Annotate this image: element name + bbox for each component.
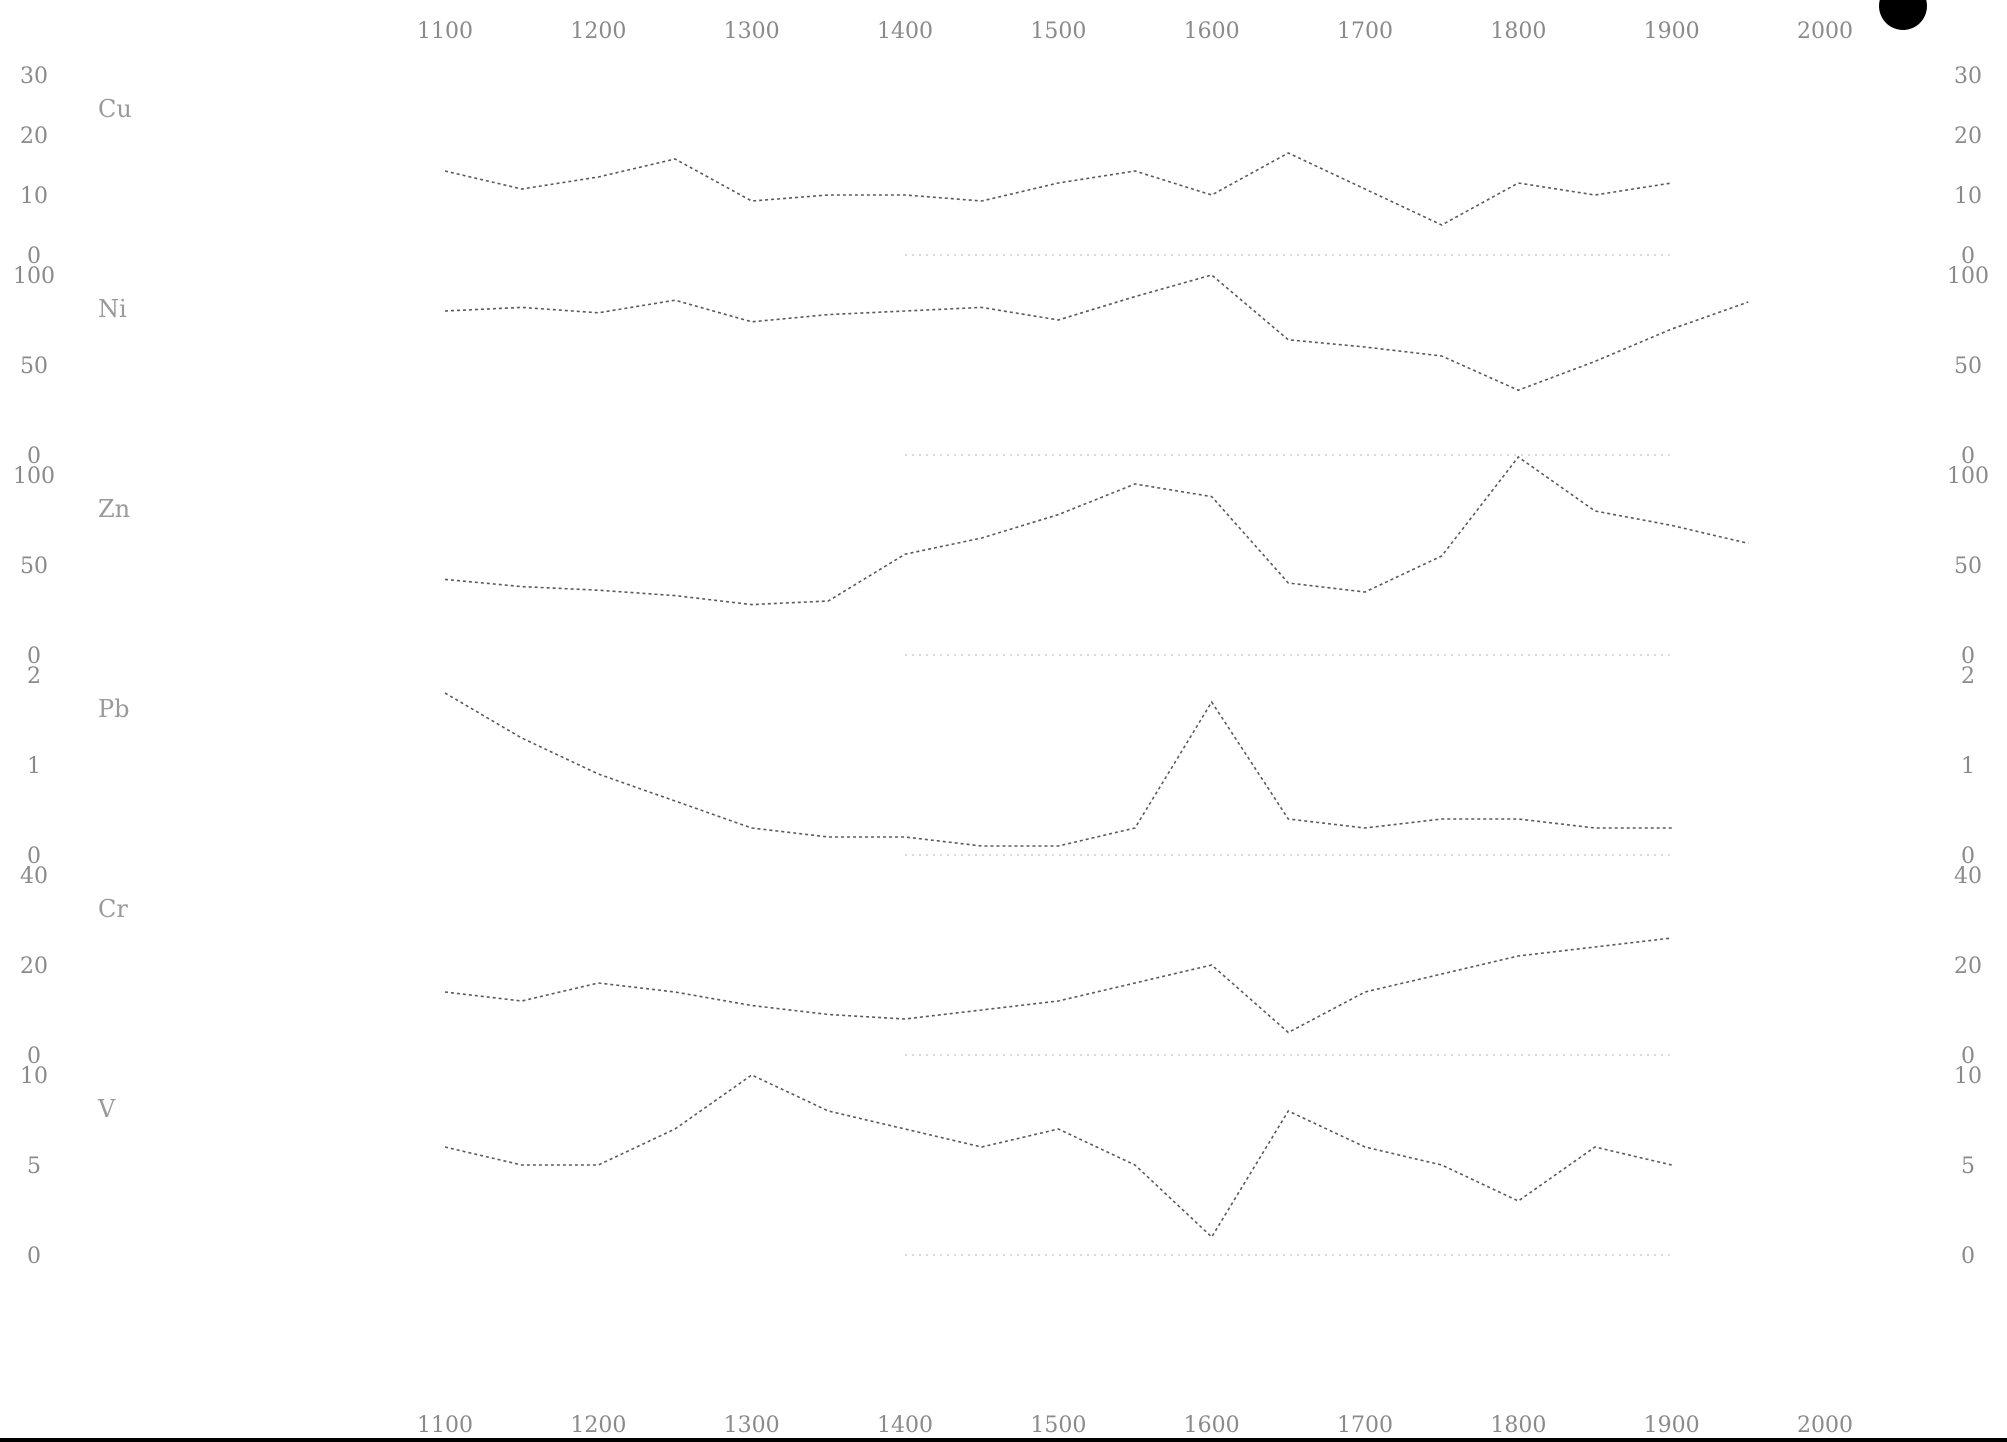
x-tick-label-bottom: 2000 bbox=[1797, 1413, 1853, 1438]
series-line-v bbox=[444, 1074, 1672, 1239]
x-tick-label-top: 1700 bbox=[1337, 19, 1393, 44]
panel-zn: Zn 0 0 50 50 100 100 bbox=[13, 455, 1989, 669]
x-axis-bottom-ticks: 1100 1200 1300 1400 1500 1600 1700 1800 1900 2000 bbox=[417, 1413, 1853, 1438]
y-tick-label-right: 10 bbox=[1954, 1064, 1982, 1089]
x-tick-label-bottom: 1800 bbox=[1490, 1413, 1546, 1438]
y-tick-label-right: 0 bbox=[1961, 444, 1975, 469]
x-tick-label-bottom: 1400 bbox=[877, 1413, 933, 1438]
y-tick-label-left: 100 bbox=[13, 464, 55, 489]
y-tick-label-left: 50 bbox=[20, 554, 48, 579]
x-tick-label-top: 1100 bbox=[417, 19, 473, 44]
y-tick-label-left: 0 bbox=[27, 444, 41, 469]
y-tick-label-left: 30 bbox=[20, 64, 48, 89]
y-tick-label-left: 0 bbox=[27, 1044, 41, 1069]
y-tick-label-right: 30 bbox=[1954, 64, 1982, 89]
corner-dot bbox=[1879, 0, 1927, 30]
y-tick-label-right: 10 bbox=[1954, 184, 1982, 209]
y-tick-label-right: 100 bbox=[1947, 264, 1989, 289]
y-tick-label-left: 20 bbox=[20, 954, 48, 979]
y-tick-label-left: 10 bbox=[20, 184, 48, 209]
x-tick-label-bottom: 1500 bbox=[1030, 1413, 1086, 1438]
x-tick-label-bottom: 1200 bbox=[570, 1413, 626, 1438]
y-tick-label-left: 0 bbox=[27, 644, 41, 669]
panel-label: Pb bbox=[98, 695, 130, 723]
y-tick-label-right: 0 bbox=[1961, 1244, 1975, 1269]
panel-label: Cu bbox=[98, 95, 132, 123]
y-tick-label-right: 20 bbox=[1954, 124, 1982, 149]
panel-label: Cr bbox=[98, 895, 128, 923]
x-tick-label-top: 1300 bbox=[724, 19, 780, 44]
y-tick-label-right: 5 bbox=[1961, 1154, 1975, 1179]
panel-label: V bbox=[97, 1095, 116, 1123]
x-tick-label-bottom: 1300 bbox=[724, 1413, 780, 1438]
series-line-zn bbox=[444, 455, 1749, 606]
y-tick-label-right: 0 bbox=[1961, 844, 1975, 869]
y-tick-label-right: 20 bbox=[1954, 954, 1982, 979]
y-tick-label-right: 2 bbox=[1961, 664, 1975, 689]
series-line-cu bbox=[444, 152, 1672, 226]
y-tick-label-right: 50 bbox=[1954, 554, 1982, 579]
series-line-ni bbox=[444, 274, 1749, 392]
x-tick-label-top: 1200 bbox=[570, 19, 626, 44]
panel-v: V 0 0 5 5 10 10 bbox=[20, 1064, 1982, 1269]
x-tick-label-top: 1800 bbox=[1490, 19, 1546, 44]
x-tick-label-bottom: 1600 bbox=[1184, 1413, 1240, 1438]
y-tick-label-right: 40 bbox=[1954, 864, 1982, 889]
panel-ni: Ni 0 0 50 50 100 100 bbox=[13, 264, 1989, 469]
x-tick-label-bottom: 1700 bbox=[1337, 1413, 1393, 1438]
y-tick-label-left: 40 bbox=[20, 864, 48, 889]
y-tick-label-right: 0 bbox=[1961, 1044, 1975, 1069]
y-tick-label-left: 20 bbox=[20, 124, 48, 149]
x-tick-label-top: 1500 bbox=[1030, 19, 1086, 44]
x-tick-label-top: 1600 bbox=[1184, 19, 1240, 44]
panel-cr: Cr 0 0 20 20 40 40 bbox=[20, 864, 1982, 1069]
series-line-pb bbox=[444, 692, 1672, 847]
y-tick-label-left: 10 bbox=[20, 1064, 48, 1089]
panel-label: Zn bbox=[98, 495, 130, 523]
y-tick-label-right: 50 bbox=[1954, 354, 1982, 379]
y-tick-label-right: 1 bbox=[1961, 754, 1975, 779]
x-tick-label-top: 2000 bbox=[1797, 19, 1853, 44]
y-tick-label-left: 100 bbox=[13, 264, 55, 289]
y-tick-label-right: 0 bbox=[1961, 644, 1975, 669]
panel-label: Ni bbox=[98, 295, 127, 323]
x-tick-label-bottom: 1900 bbox=[1644, 1413, 1700, 1438]
y-tick-label-right: 100 bbox=[1947, 464, 1989, 489]
y-tick-label-left: 0 bbox=[27, 244, 41, 269]
y-tick-label-left: 0 bbox=[27, 1244, 41, 1269]
x-tick-label-top: 1900 bbox=[1644, 19, 1700, 44]
series-line-cr bbox=[444, 937, 1672, 1034]
y-tick-label-left: 5 bbox=[27, 1154, 41, 1179]
x-tick-label-top: 1400 bbox=[877, 19, 933, 44]
y-tick-label-left: 1 bbox=[27, 754, 41, 779]
x-tick-label-bottom: 1100 bbox=[417, 1413, 473, 1438]
x-axis-top-ticks: 1100 1200 1300 1400 1500 1600 1700 1800 1900 2000 bbox=[417, 19, 1853, 44]
y-tick-label-left: 0 bbox=[27, 844, 41, 869]
panel-cu: Cu 0 0 10 10 20 20 30 30 bbox=[20, 64, 1982, 269]
y-tick-label-right: 0 bbox=[1961, 244, 1975, 269]
y-tick-label-left: 50 bbox=[20, 354, 48, 379]
y-tick-label-left: 2 bbox=[27, 664, 41, 689]
panel-pb: Pb 0 0 1 1 2 2 bbox=[27, 664, 1975, 869]
